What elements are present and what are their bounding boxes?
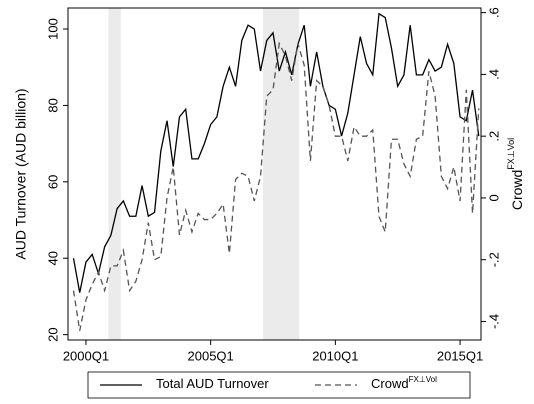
series-line [72,12,480,293]
y-axis-label: AUD Turnover (AUD billion) [13,88,29,259]
y-tick-label: 20 [45,327,60,341]
y-tick-label: 100 [45,18,60,40]
legend-label-text: Total AUD Turnover [156,376,269,391]
x-tick-label: 2015Q1 [437,348,483,363]
x-tick-label: 2010Q1 [312,348,358,363]
shaded-period [108,8,121,340]
y2-tick-label: .4 [486,69,501,80]
y2-axis-label-sup: FX⊥Vol [506,138,516,170]
y-tick-label: 80 [45,98,60,112]
legend-label: Total AUD Turnover [156,376,269,391]
legend-label-sup: FX⊥Vol [409,375,438,384]
y2-tick-label: -.2 [486,252,501,267]
x-tick-label: 2000Q1 [63,348,109,363]
legend-box [87,371,471,399]
y2-tick-label: -.4 [486,314,501,329]
legend-label-text: Crowd [371,376,409,391]
legend-label: CrowdFX⊥Vol [371,375,437,391]
shaded-period [263,8,300,340]
y2-tick-label: .6 [486,7,501,18]
y-tick-label: 40 [45,251,60,265]
series-line [72,41,480,331]
y2-axis-label-base: Crowd [509,170,525,210]
y-tick-label: 60 [45,175,60,189]
y2-axis-label: CrowdFX⊥Vol [506,138,524,210]
y2-tick-label: .2 [486,131,501,142]
y2-tick-label: 0 [486,194,501,201]
plot-frame [67,7,482,341]
x-tick-label: 2005Q1 [188,348,234,363]
